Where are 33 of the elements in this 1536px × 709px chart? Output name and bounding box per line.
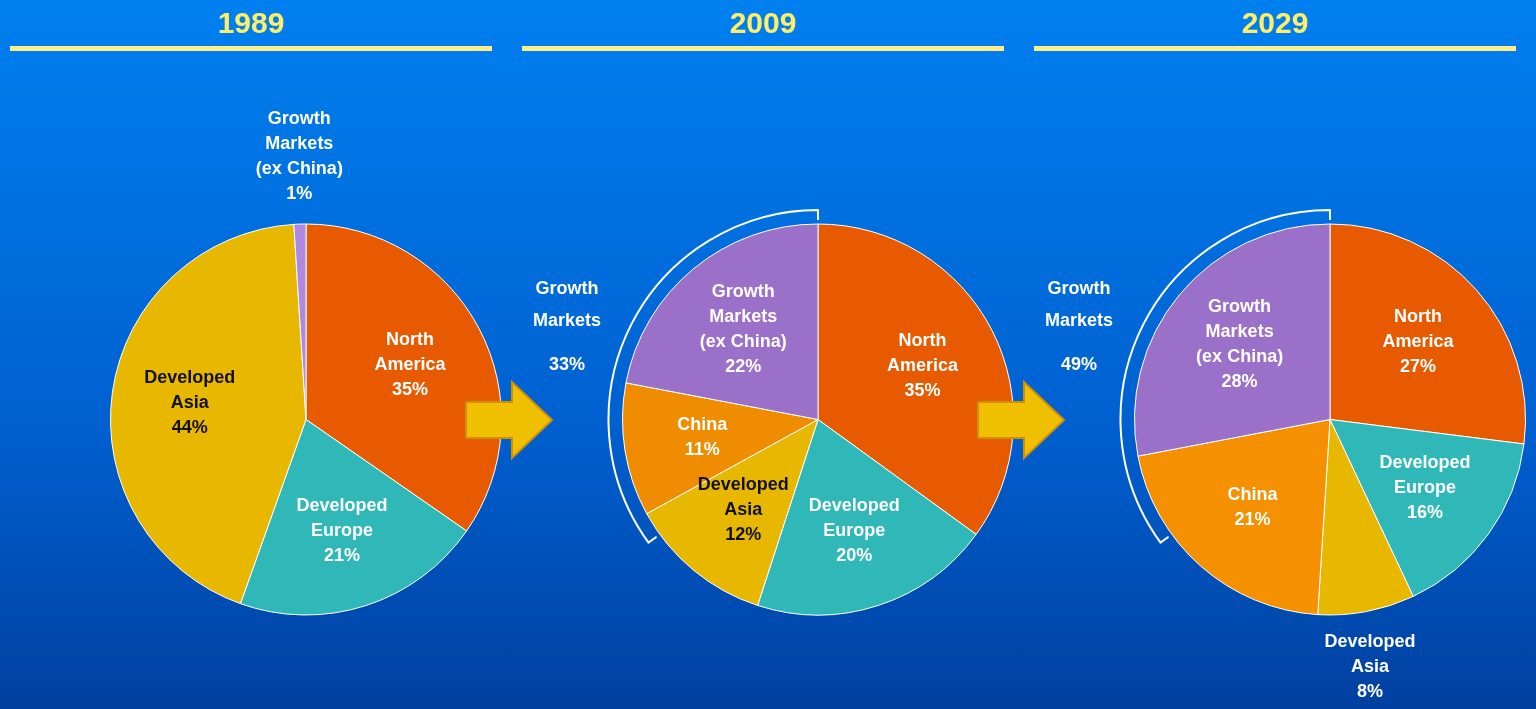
slice-label: North America bbox=[374, 329, 447, 375]
data-label: 27% bbox=[1399, 355, 1436, 376]
slice-label: Developed Asia bbox=[1324, 630, 1416, 676]
slice-label: Developed Asia bbox=[697, 473, 789, 519]
slice-label: Growth Markets (ex China) bbox=[1196, 296, 1284, 367]
slice-label: Developed Asia bbox=[144, 367, 236, 413]
text: Growth Markets 49% bbox=[1044, 278, 1114, 375]
chart-title: 2009 bbox=[729, 6, 797, 40]
data-label: 1% bbox=[286, 182, 313, 203]
slice-label: China bbox=[1227, 483, 1279, 504]
slice-label: North America bbox=[886, 330, 960, 376]
text: Growth Markets 33% bbox=[532, 278, 602, 375]
data-label: 12% bbox=[725, 523, 762, 544]
data-label: 35% bbox=[904, 380, 941, 401]
data-label: 11% bbox=[684, 439, 720, 460]
data-label: 21% bbox=[323, 545, 360, 566]
data-label: 16% bbox=[1406, 502, 1443, 523]
slice-label: Growth Markets (ex China) bbox=[699, 280, 787, 351]
data-label: 8% bbox=[1357, 680, 1384, 701]
slice-label: North America bbox=[1382, 305, 1455, 351]
data-label: 35% bbox=[391, 379, 428, 400]
slice-label: Developed Europe bbox=[296, 495, 388, 541]
chart-title: 2029 bbox=[1241, 6, 1309, 40]
data-label: 28% bbox=[1221, 371, 1258, 392]
slice-label: Growth Markets (ex China) bbox=[255, 107, 343, 178]
chart-title: 1989 bbox=[217, 6, 285, 40]
slice-label: Developed Europe bbox=[808, 495, 900, 541]
data-label: 20% bbox=[836, 545, 873, 566]
slice-label: Developed Europe bbox=[1379, 452, 1471, 498]
data-label: 22% bbox=[725, 355, 762, 376]
data-label: 44% bbox=[171, 417, 208, 438]
data-label: 21% bbox=[1234, 508, 1271, 529]
slice-label: China bbox=[677, 414, 729, 435]
